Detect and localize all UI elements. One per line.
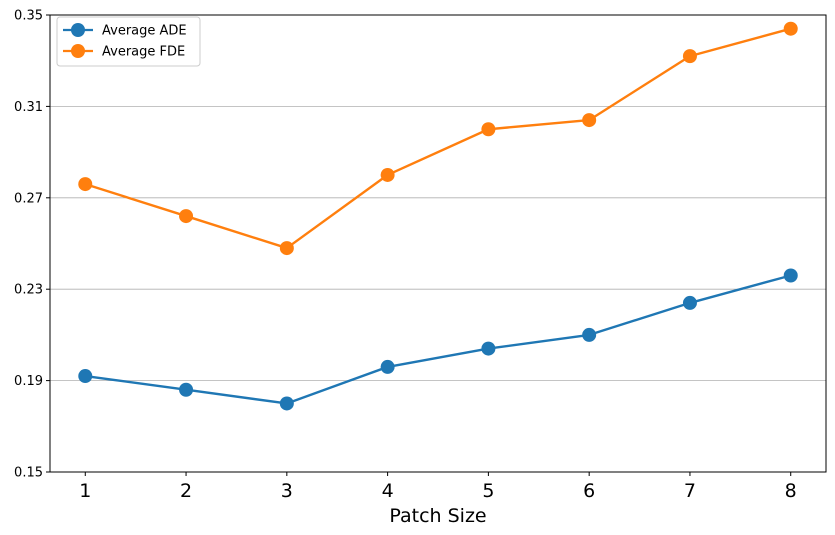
series-group	[78, 21, 798, 411]
legend-marker-ade	[71, 23, 85, 37]
data-point	[481, 122, 496, 137]
x-tick-label: 2	[180, 480, 192, 502]
legend-label-ade: Average ADE	[102, 24, 187, 39]
x-tick-label: 7	[684, 480, 696, 502]
data-point	[279, 241, 294, 256]
legend-marker-fde	[71, 44, 85, 58]
x-tick-label: 3	[281, 480, 293, 502]
y-tick-label: 0.35	[14, 9, 43, 24]
data-point	[582, 113, 597, 128]
y-tick-label: 0.19	[14, 374, 43, 389]
data-point	[380, 167, 395, 182]
data-point	[682, 295, 697, 310]
data-point	[783, 268, 798, 283]
data-point	[179, 209, 194, 224]
data-point	[78, 369, 93, 384]
plot-frame	[49, 14, 827, 473]
data-point	[179, 382, 194, 397]
data-point	[481, 341, 496, 356]
gridlines	[50, 106, 826, 382]
axes: 0.15 0.19 0.23 0.27 0.31 0.35 1 2 3 4 5 6 7 8	[14, 9, 797, 503]
x-tick-label: 4	[382, 480, 394, 502]
data-point	[682, 49, 697, 64]
x-tick-label: 1	[79, 480, 91, 502]
x-tick-label: 8	[785, 480, 797, 502]
data-point	[78, 177, 93, 192]
y-tick-label: 0.15	[14, 466, 43, 481]
x-tick-label: 5	[482, 480, 494, 502]
y-tick-label: 0.27	[14, 191, 43, 206]
y-tick-label: 0.23	[14, 283, 43, 298]
data-point	[783, 21, 798, 36]
legend: Average ADE Average FDE	[56, 16, 201, 67]
data-point	[380, 359, 395, 374]
data-point	[279, 396, 294, 411]
y-tick-label: 0.31	[14, 100, 43, 115]
legend-label-fde: Average FDE	[102, 45, 185, 60]
series-average-ade	[78, 268, 798, 411]
x-tick-label: 6	[583, 480, 595, 502]
data-point	[582, 327, 597, 342]
series-line	[84, 27, 792, 250]
series-line	[85, 274, 792, 405]
series-average-fde	[78, 21, 798, 256]
x-axis-title: Patch Size	[389, 505, 486, 527]
